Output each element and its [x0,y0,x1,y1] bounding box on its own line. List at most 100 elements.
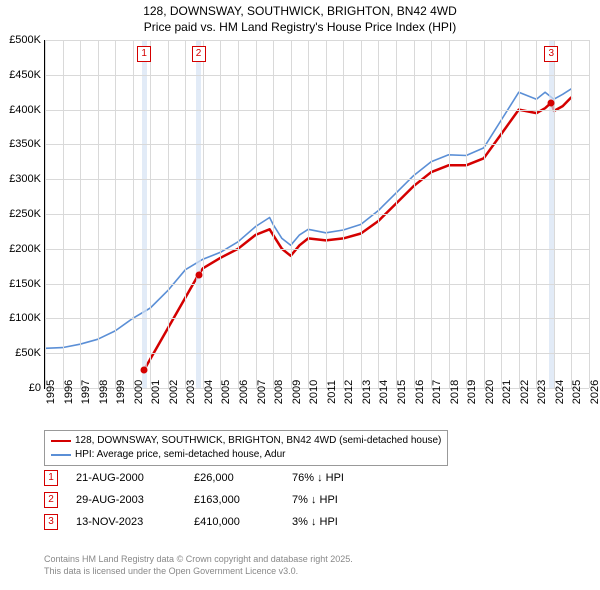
grid-line-h [45,144,589,145]
x-tick-label: 2002 [168,380,180,404]
y-tick-label: £400K [9,104,41,116]
x-tick-label: 2026 [589,380,600,404]
grid-line-v [115,40,116,388]
x-tick-label: 2017 [431,380,443,404]
grid-line-v [519,40,520,388]
grid-line-h [45,40,589,41]
grid-line-h [45,75,589,76]
x-tick-label: 1996 [63,380,75,404]
chart-title: 128, DOWNSWAY, SOUTHWICK, BRIGHTON, BN42… [0,0,600,35]
x-tick-label: 2000 [133,380,145,404]
legend-swatch [51,454,71,456]
series-dot [195,271,202,278]
x-tick-label: 1999 [115,380,127,404]
grid-line-v [431,40,432,388]
sale-marker: 3 [44,514,58,530]
x-tick-label: 2020 [484,380,496,404]
grid-line-v [80,40,81,388]
y-tick-label: £150K [9,278,41,290]
chart-marker: 1 [137,46,151,62]
x-tick-label: 2014 [378,380,390,404]
legend-label: HPI: Average price, semi-detached house,… [75,448,286,462]
legend-label: 128, DOWNSWAY, SOUTHWICK, BRIGHTON, BN42… [75,434,441,448]
grid-line-v [536,40,537,388]
x-tick-label: 2009 [291,380,303,404]
legend-swatch [51,440,71,442]
grid-line-v [554,40,555,388]
y-tick-label: £500K [9,34,41,46]
grid-line-h [45,284,589,285]
grid-line-v [501,40,502,388]
x-tick-label: 2012 [343,380,355,404]
title-line2: Price paid vs. HM Land Registry's House … [0,20,600,36]
series-dot [141,366,148,373]
grid-line-v [185,40,186,388]
sale-row: 121-AUG-2000£26,00076% ↓ HPI [44,470,382,486]
grid-line-v [238,40,239,388]
chart-marker: 3 [544,46,558,62]
sale-delta: 76% ↓ HPI [292,472,382,484]
x-tick-label: 2010 [308,380,320,404]
y-tick-label: £300K [9,173,41,185]
y-tick-label: £250K [9,208,41,220]
grid-line-v [256,40,257,388]
x-tick-label: 2018 [449,380,461,404]
grid-line-v [220,40,221,388]
sale-price: £26,000 [194,472,274,484]
grid-line-v [449,40,450,388]
x-tick-label: 2016 [414,380,426,404]
attribution-line2: This data is licensed under the Open Gov… [44,566,353,578]
sale-delta: 7% ↓ HPI [292,494,382,506]
x-tick-label: 2019 [466,380,478,404]
grid-line-h [45,318,589,319]
grid-line-v [98,40,99,388]
y-tick-label: £450K [9,69,41,81]
x-tick-label: 2022 [519,380,531,404]
sale-date: 13-NOV-2023 [76,516,176,528]
sale-row: 313-NOV-2023£410,0003% ↓ HPI [44,514,382,530]
x-tick-label: 2007 [256,380,268,404]
legend-row: HPI: Average price, semi-detached house,… [51,448,441,462]
sale-price: £163,000 [194,494,274,506]
sale-row: 2 29-AUG-2003 £163,000 7% ↓ HPI [44,492,382,508]
x-tick-label: 1997 [80,380,92,404]
legend: 128, DOWNSWAY, SOUTHWICK, BRIGHTON, BN42… [44,430,448,466]
y-tick-label: £50K [15,347,41,359]
grid-line-v [133,40,134,388]
x-tick-label: 2006 [238,380,250,404]
grid-line-v [63,40,64,388]
grid-line-v [291,40,292,388]
grid-line-v [589,40,590,388]
sale-price: £410,000 [194,516,274,528]
sale-marker: 2 [44,492,58,508]
grid-line-v [466,40,467,388]
x-tick-label: 2003 [185,380,197,404]
grid-line-v [45,40,46,388]
x-tick-label: 2008 [273,380,285,404]
grid-line-h [45,353,589,354]
grid-line-v [273,40,274,388]
grid-line-v [571,40,572,388]
x-tick-label: 2011 [326,380,338,404]
grid-line-v [168,40,169,388]
grid-line-h [45,110,589,111]
grid-line-v [378,40,379,388]
grid-line-v [308,40,309,388]
x-tick-label: 2005 [220,380,232,404]
x-tick-label: 2015 [396,380,408,404]
grid-line-v [484,40,485,388]
y-tick-label: £350K [9,138,41,150]
sales-table: 121-AUG-2000£26,00076% ↓ HPI229-AUG-2003… [44,470,382,536]
grid-line-v [343,40,344,388]
x-tick-label: 1995 [45,380,57,404]
series-price_paid [144,97,571,370]
sale-date: 29-AUG-2003 [76,494,176,506]
grid-line-h [45,249,589,250]
grid-line-v [361,40,362,388]
grid-line-v [203,40,204,388]
legend-row: 128, DOWNSWAY, SOUTHWICK, BRIGHTON, BN42… [51,434,441,448]
chart-container: 128, DOWNSWAY, SOUTHWICK, BRIGHTON, BN42… [0,0,600,590]
chart-marker: 2 [192,46,206,62]
attribution: Contains HM Land Registry data © Crown c… [44,554,353,577]
grid-line-v [326,40,327,388]
